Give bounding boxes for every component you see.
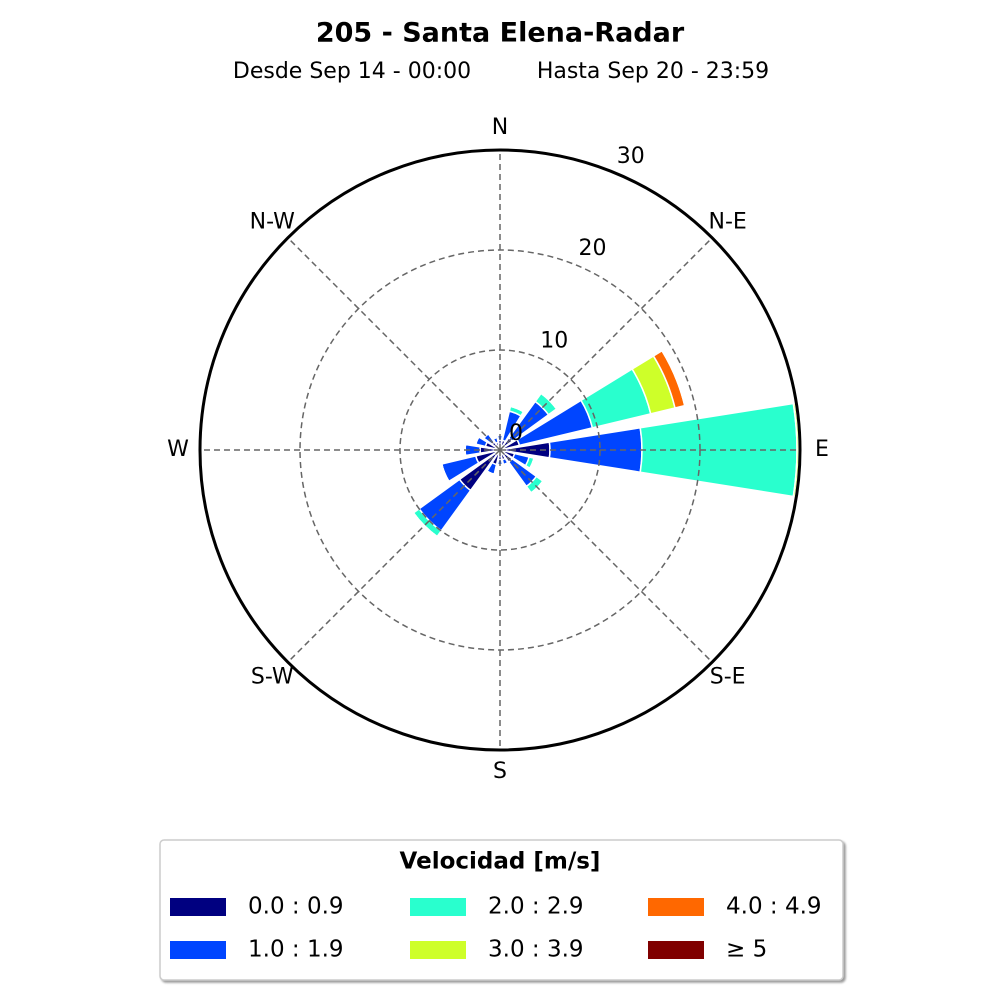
legend-label: 2.0 : 2.9: [488, 894, 584, 920]
direction-label: N-E: [709, 209, 747, 234]
wedge: [503, 462, 509, 466]
direction-label: S: [493, 759, 507, 784]
r-tick-label: 10: [540, 329, 568, 354]
direction-label: S-E: [710, 665, 746, 690]
legend-label: 1.0 : 1.9: [248, 937, 344, 963]
r-tick-label: 20: [579, 236, 607, 261]
wedge: [530, 480, 544, 494]
legend-label: 0.0 : 0.9: [248, 894, 344, 920]
wedge: [661, 350, 686, 406]
legend-swatch: [170, 898, 226, 916]
legend-swatch: [170, 941, 226, 959]
legend-swatch: [648, 941, 704, 959]
outer-ring: [198, 148, 802, 752]
legend-swatch: [410, 898, 466, 916]
spoke: [499, 449, 713, 663]
legend-swatch: [648, 898, 704, 916]
wedge: [510, 405, 524, 413]
spoke: [287, 449, 501, 663]
r-tick-label: 30: [617, 144, 645, 169]
direction-label: N-W: [250, 209, 296, 234]
wedge: [440, 463, 450, 482]
direction-label: E: [815, 437, 829, 462]
direction-label: W: [167, 437, 189, 462]
r-tick-label: 0: [509, 421, 523, 446]
grid-ring: [399, 349, 601, 551]
wedge: [483, 433, 489, 439]
spoke: [499, 237, 713, 451]
legend-swatch: [410, 941, 466, 959]
spoke: [287, 237, 501, 451]
subtitle: Hasta Sep 20 - 23:59: [537, 59, 769, 84]
wedge: [529, 457, 535, 469]
wedge: [486, 470, 495, 476]
wedge: [492, 436, 498, 440]
wedge: [474, 436, 480, 445]
direction-label: S-W: [251, 665, 294, 690]
legend-label: 3.0 : 3.9: [488, 937, 584, 963]
legend-label: 4.0 : 4.9: [726, 894, 822, 920]
legend-title: Velocidad [m/s]: [400, 849, 601, 875]
chart-title: 205 - Santa Elena-Radar: [316, 18, 685, 49]
subtitle: Desde Sep 14 - 00:00: [233, 59, 471, 84]
direction-label: N: [492, 115, 508, 140]
grid-ring: [299, 249, 701, 651]
wedge: [540, 392, 558, 410]
legend-label: ≥ 5: [726, 937, 767, 963]
